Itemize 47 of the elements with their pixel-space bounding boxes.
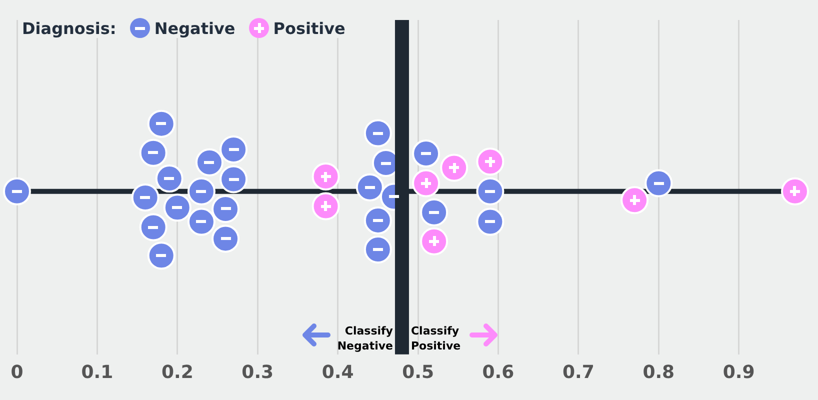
point (220, 135, 248, 164)
point (476, 148, 504, 176)
point (620, 186, 649, 214)
point (420, 227, 448, 256)
point (131, 183, 160, 212)
point (420, 198, 448, 226)
point (139, 213, 168, 242)
point (356, 173, 384, 202)
x-tick-label: 0.7 (562, 362, 594, 383)
x-tick-label: 0.5 (402, 362, 434, 383)
point (212, 194, 240, 223)
point (644, 169, 673, 198)
point (476, 208, 504, 236)
legend-label: Negative (154, 18, 236, 38)
x-tick-label: 0.2 (161, 362, 194, 383)
x-tick-label: 0.4 (322, 362, 354, 383)
point (147, 110, 176, 138)
point (312, 192, 340, 220)
point (139, 138, 168, 167)
point (163, 194, 192, 222)
legend-title: Diagnosis: (22, 18, 116, 38)
x-tick-label: 0.6 (482, 362, 514, 383)
point (187, 208, 216, 236)
point (364, 119, 392, 148)
text: Classify Negative (337, 324, 393, 352)
point (412, 169, 440, 198)
x-tick-label: 0.1 (81, 362, 114, 383)
point (780, 177, 809, 206)
point (147, 242, 176, 270)
point (220, 165, 248, 194)
point (312, 162, 340, 191)
point (440, 154, 468, 182)
point (187, 177, 216, 206)
point (364, 206, 392, 234)
point (155, 164, 184, 193)
point (476, 177, 504, 206)
point (412, 140, 440, 168)
x-tick-label: 0.9 (722, 362, 755, 383)
x-tick-label: 0.3 (242, 362, 274, 383)
point (212, 224, 240, 253)
x-tick-label: 0 (10, 362, 24, 383)
point (3, 177, 31, 206)
legend-label: Positive (273, 18, 346, 38)
point (195, 148, 224, 176)
point (364, 236, 392, 264)
text: Classify Positive (410, 324, 461, 352)
x-tick-label: 0.8 (642, 362, 675, 383)
